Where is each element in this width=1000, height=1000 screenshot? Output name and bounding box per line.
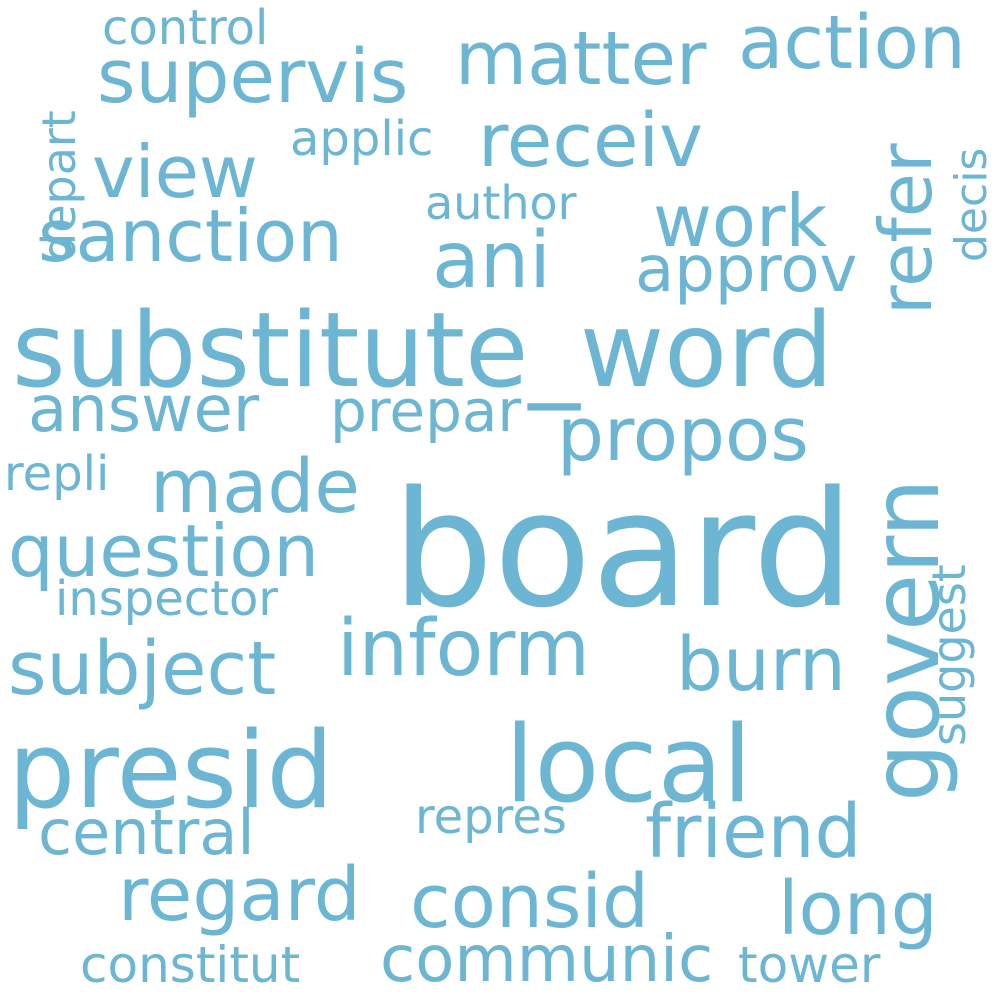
word-long: long [778, 866, 938, 952]
word-repres: repres [415, 789, 567, 845]
word-tower: tower [738, 936, 881, 994]
word-decis: decis [946, 147, 997, 262]
word-refer: refer [864, 143, 948, 315]
word-sanction: sanction [38, 194, 343, 278]
word-author: author [425, 176, 577, 230]
word-suggest: suggest [922, 564, 976, 746]
word-repli: repli [4, 446, 110, 502]
word-presid: presid [8, 709, 334, 832]
word-prepar: prepar [330, 377, 522, 445]
word-matter: matter [455, 16, 707, 102]
word-central: central [38, 796, 255, 869]
word-substitute-word: substitute_word [12, 291, 834, 411]
word-inform: inform [337, 604, 590, 694]
word-approv: approv [635, 233, 858, 307]
word-applic: applic [290, 111, 434, 167]
word-depart: depart [32, 110, 86, 262]
word-propos: propos [557, 392, 809, 478]
word-constitut: constitut [80, 936, 301, 994]
word-action: action [738, 0, 966, 86]
word-work: work [653, 179, 828, 263]
word-made: made [150, 444, 360, 530]
word-board: board [392, 456, 855, 643]
word-friend: friend [645, 789, 862, 875]
word-consid: consid [410, 859, 649, 945]
word-ani: ani [432, 216, 551, 306]
word-answer: answer [28, 373, 260, 447]
word-local: local [505, 703, 752, 826]
word-supervis: supervis [97, 34, 409, 120]
word-communic: communic [380, 923, 714, 997]
word-burn: burn [676, 622, 846, 708]
word-question: question [8, 509, 320, 593]
word-control: control [102, 0, 269, 56]
word-inspector: inspector [55, 571, 279, 627]
word-regard: regard [118, 852, 361, 938]
word-subject: subject [8, 626, 277, 712]
word-view: view [92, 130, 258, 214]
word-receiv: receiv [478, 98, 703, 184]
